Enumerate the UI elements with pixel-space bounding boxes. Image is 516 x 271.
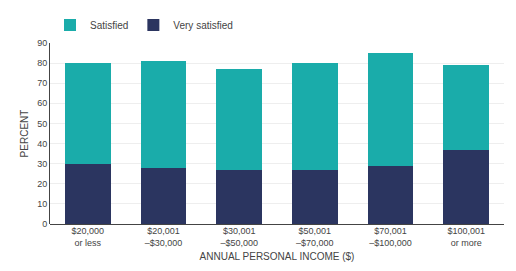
svg-text:$100,001or more: $100,001or more [447, 226, 485, 248]
svg-text:$30,001–$50,000: $30,001–$50,000 [220, 226, 258, 248]
svg-text:40: 40 [37, 139, 47, 149]
svg-text:Very satisfied: Very satisfied [173, 20, 232, 31]
svg-text:20: 20 [37, 179, 47, 189]
svg-text:70: 70 [37, 78, 47, 88]
svg-text:10: 10 [37, 199, 47, 209]
svg-text:Satisfied: Satisfied [90, 20, 128, 31]
svg-text:$70,001–$100,000: $70,001–$100,000 [369, 226, 412, 248]
svg-text:60: 60 [37, 98, 47, 108]
svg-text:PERCENT: PERCENT [19, 110, 30, 158]
svg-text:50: 50 [37, 119, 47, 129]
svg-text:80: 80 [37, 58, 47, 68]
svg-text:$50,001–$70,000: $50,001–$70,000 [296, 226, 334, 248]
svg-text:0: 0 [42, 219, 47, 229]
svg-text:30: 30 [37, 159, 47, 169]
svg-text:90: 90 [37, 38, 47, 48]
svg-text:ANNUAL PERSONAL INCOME ($): ANNUAL PERSONAL INCOME ($) [200, 251, 355, 262]
svg-text:$20,000or less: $20,000or less [72, 226, 105, 248]
svg-text:$20,001–$30,000: $20,001–$30,000 [145, 226, 183, 248]
